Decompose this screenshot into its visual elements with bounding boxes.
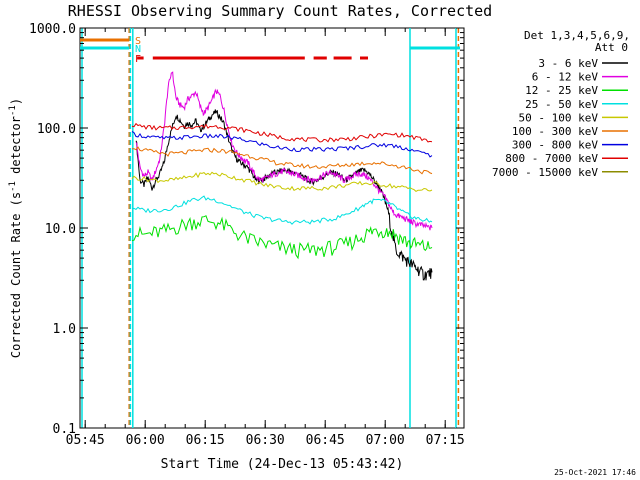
y-axis-label: Corrected Count Rate (s-1 detector-1) (8, 98, 23, 358)
x-tick-label-7: 07:15 (426, 433, 465, 448)
flag-bars: SNF (80, 36, 460, 65)
generation-timestamp: 25-Oct-2021 17:46 (554, 468, 636, 477)
x-axis-label: Start Time (24-Dec-13 05:43:42) (161, 457, 404, 472)
legend-label-3: 12 - 25 keV (525, 84, 598, 97)
series-line-4 (131, 195, 433, 225)
legend-label-1: 3 - 6 keV (538, 57, 598, 70)
x-tick-label-5: 06:45 (306, 433, 345, 448)
legend-label-8: 800 - 7000 keV (505, 152, 598, 165)
plot-border (79, 27, 465, 429)
x-tick-label-1: 05:45 (66, 433, 105, 448)
y-tick-label-2: 100.0 (37, 122, 76, 137)
y-tick-label-4: 1.0 (53, 322, 76, 337)
flag-label-f: F (135, 54, 141, 65)
boundary-lines (81, 28, 460, 428)
legend-label-6: 100 - 300 keV (512, 125, 598, 138)
series-line-7 (131, 131, 433, 158)
flag-label-s: S (135, 36, 141, 47)
series-line-6 (131, 146, 433, 175)
x-tick-label-2: 06:00 (126, 433, 165, 448)
series-line-1 (135, 109, 433, 281)
y-tick-label-5: 0.1 (53, 422, 76, 437)
series-lines (131, 71, 433, 281)
plot-frame (79, 27, 465, 429)
x-tick-label-4: 06:30 (246, 433, 285, 448)
legend-label-4: 25 - 50 keV (525, 98, 598, 111)
series-line-2 (135, 71, 433, 231)
legend-label-9: 7000 - 15000 keV (492, 166, 598, 179)
legend-header-attenuator: Att 0 (595, 41, 628, 54)
series-line-3 (131, 215, 433, 260)
legend-header-detectors: Det 1,3,4,5,6,9, (524, 29, 630, 42)
series-line-8 (131, 122, 433, 143)
y-tick-label-1: 1000.0 (29, 22, 76, 37)
chart-title: RHESSI Observing Summary Count Rates, Co… (68, 2, 492, 20)
x-tick-label-6: 07:00 (366, 433, 405, 448)
legend-label-7: 300 - 800 keV (512, 139, 598, 152)
x-tick-label-3: 06:15 (186, 433, 225, 448)
series-line-5 (131, 171, 433, 193)
y-tick-label-3: 10.0 (45, 222, 76, 237)
axes: 1000.0 100.0 10.0 1.0 0.105:45 06:00 06:15 06:3… (29, 22, 465, 448)
legend-label-5: 50 - 100 keV (519, 111, 599, 124)
flag-label-n: N (135, 44, 141, 55)
legend-label-2: 6 - 12 keV (532, 71, 599, 84)
